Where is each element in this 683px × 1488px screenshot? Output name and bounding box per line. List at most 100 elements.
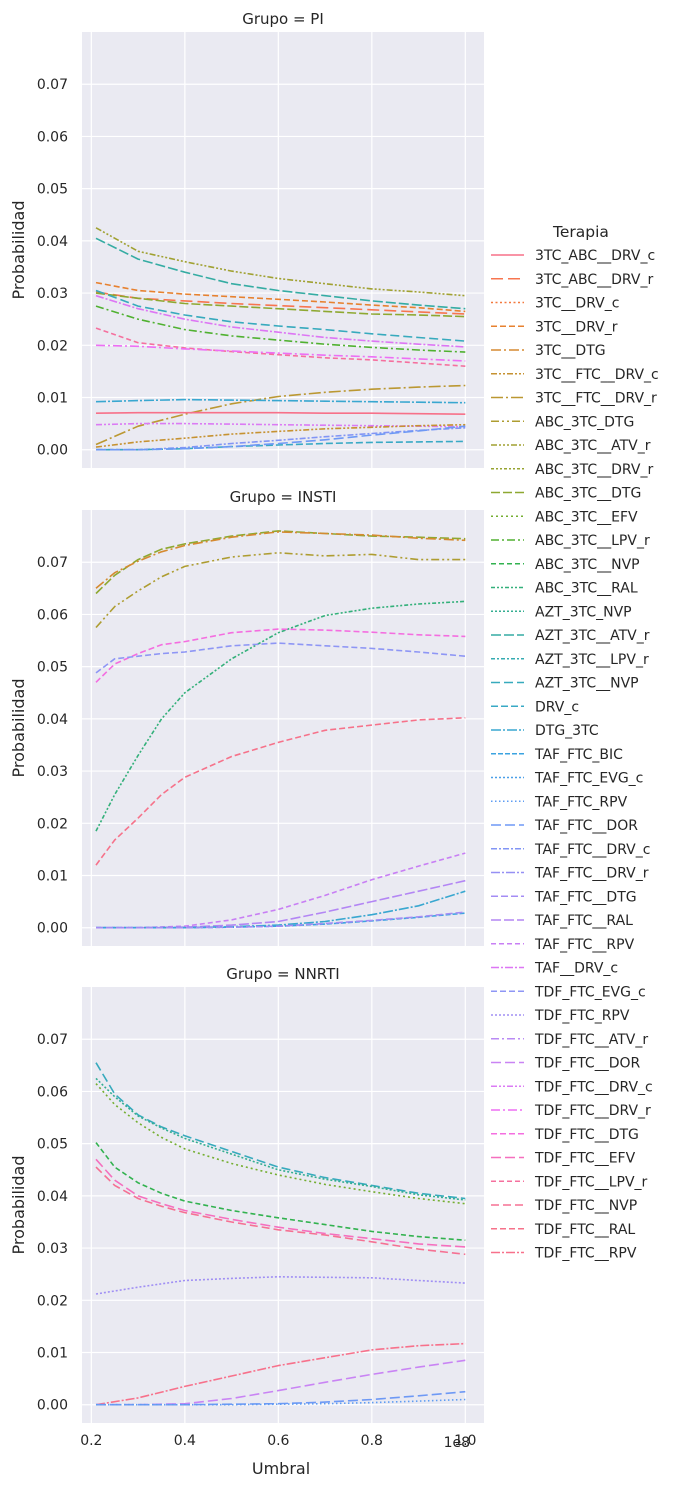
- y-tick-label: 0.05: [37, 660, 68, 676]
- legend-item: 3TC__DRV_r: [491, 319, 618, 335]
- legend-item: ABC_3TC__ATV_r: [491, 438, 651, 454]
- legend-item: TAF_FTC__DRV_c: [491, 842, 650, 858]
- series-line-abc-3tc-dtg: [95, 552, 466, 629]
- legend-label: TAF_FTC__RPV: [534, 937, 635, 953]
- y-axis-title: Probabilidad: [9, 679, 28, 778]
- legend-item: 3TC_ABC__DRV_c: [491, 248, 655, 264]
- y-tick-label: 0.02: [37, 338, 68, 354]
- legend-label: 3TC__DTG: [535, 343, 606, 359]
- legend: Terapia 3TC_ABC__DRV_c3TC_ABC__DRV_r3TC_…: [491, 223, 659, 1262]
- legend-item: ABC_3TC__NVP: [491, 557, 640, 573]
- x-tick-label: 0.4: [174, 1433, 196, 1449]
- panels-group: Grupo = PI 0.00 0.01 0.02 0.03 0.04 0.05 0.06 0.…: [9, 10, 484, 1449]
- y-tick-label: 0.04: [37, 1189, 68, 1205]
- legend-item: ABC_3TC__DRV_r: [491, 462, 653, 478]
- legend-item: TDF_FTC__DTG: [491, 1127, 639, 1143]
- legend-item: TDF_FTC__DRV_c: [491, 1079, 653, 1095]
- legend-label: AZT_3TC_NVP: [535, 604, 632, 620]
- y-tick-label: 0.03: [37, 286, 68, 302]
- plot-background: [82, 987, 484, 1423]
- y-axis-title: Probabilidad: [9, 201, 28, 300]
- series-line-azt-3tc-nvp: [95, 289, 466, 342]
- y-tick-label: 0.07: [37, 555, 68, 571]
- legend-label: 3TC_ABC__DRV_c: [535, 248, 655, 264]
- legend-label: TDF_FTC__RAL: [534, 1222, 635, 1238]
- x-tick-label: 0.8: [361, 1433, 383, 1449]
- legend-label: TDF_FTC_EVG_c: [534, 984, 646, 1000]
- legend-label: DRV_c: [535, 699, 579, 715]
- series-line-3tc-ftc-drv-r: [95, 384, 466, 446]
- series-line-tdf-ftc-drv-r: [95, 344, 466, 362]
- panel-2: Grupo = INSTI 0.00 0.01 0.02 0.03 0.04 0.05 0.0…: [9, 488, 484, 946]
- legend-label: AZT_3TC__LPV_r: [535, 652, 649, 668]
- legend-item: ABC_3TC__DTG: [491, 486, 641, 502]
- y-tick-label: 0.00: [37, 921, 68, 937]
- legend-item: TAF_FTC_BIC: [491, 747, 623, 763]
- legend-label: TAF_FTC_RPV: [534, 794, 628, 810]
- legend-item: TDF_FTC__NVP: [491, 1198, 637, 1214]
- legend-item: AZT_3TC_NVP: [491, 604, 632, 620]
- legend-item: TAF_FTC_RPV: [491, 794, 628, 810]
- legend-label: TDF_FTC__ATV_r: [534, 1032, 648, 1048]
- legend-label: TDF_FTC__DRV_c: [534, 1079, 653, 1095]
- legend-label: TAF_FTC__DRV_r: [534, 866, 649, 882]
- series-line-taf-drv-c: [95, 294, 466, 348]
- y-tick-label: 0.04: [37, 712, 68, 728]
- series-line-3tc-abc-drv-c: [95, 411, 466, 415]
- y-tick-label: 0.06: [37, 1084, 68, 1100]
- legend-label: AZT_3TC__ATV_r: [535, 628, 650, 644]
- legend-label: DTG_3TC: [535, 723, 599, 739]
- legend-label: ABC_3TC__ATV_r: [535, 438, 651, 454]
- series-line-taf-ftc-dor: [96, 1390, 466, 1406]
- legend-label: TDF_FTC__NVP: [534, 1198, 637, 1214]
- legend-item: ABC_3TC__RAL: [491, 581, 638, 597]
- series-line-tdf-ftc-rpv: [95, 1276, 466, 1295]
- x-axis-offset-label: 1e8: [444, 1435, 470, 1451]
- series-line-abc-3tc-nvp: [95, 1142, 466, 1241]
- legend-item: ABC_3TC__EFV: [491, 509, 638, 525]
- legend-label: TAF_FTC__DRV_c: [534, 842, 650, 858]
- series-line-tdf-ftc-ral: [95, 717, 466, 866]
- y-tick-label: 0.03: [37, 764, 68, 780]
- series-line-abc-3tc-ral: [95, 600, 466, 832]
- x-tick-label: 0.2: [80, 1433, 102, 1449]
- series-line-drv-c: [96, 440, 466, 451]
- series-line-azt-3tc-atv-r: [95, 237, 466, 310]
- legend-item: 3TC__DTG: [491, 343, 606, 359]
- series-line-tdf-ftc-nvp: [95, 1166, 466, 1256]
- legend-label: TAF_FTC_BIC: [534, 747, 623, 763]
- y-tick-label: 0.05: [37, 182, 68, 198]
- legend-item: DRV_c: [491, 699, 579, 715]
- legend-item: TDF_FTC_EVG_c: [491, 984, 646, 1000]
- y-tick-label: 0.07: [37, 77, 68, 93]
- y-tick-label: 0.00: [37, 1398, 68, 1414]
- series-line-abc-3tc-dtg: [95, 292, 466, 318]
- legend-label: 3TC__FTC__DRV_c: [535, 367, 659, 383]
- legend-title: Terapia: [552, 223, 609, 241]
- legend-item: TDF_FTC__DOR: [491, 1056, 640, 1072]
- y-tick-label: 0.02: [37, 1293, 68, 1309]
- legend-item: 3TC__FTC__DRV_c: [491, 367, 659, 383]
- legend-item: TAF_FTC__RPV: [491, 937, 635, 953]
- legend-item: TAF__DRV_c: [491, 961, 618, 977]
- series-line-tdf-ftc-rpv: [95, 1342, 466, 1406]
- legend-item: TAF_FTC__RAL: [491, 913, 633, 929]
- legend-item: 3TC__DRV_c: [491, 296, 619, 312]
- y-axis-title: Probabilidad: [9, 1156, 28, 1255]
- legend-item: DTG_3TC: [491, 723, 599, 739]
- legend-item: TDF_FTC__RAL: [491, 1222, 635, 1238]
- series-line-3tc-dtg: [95, 531, 466, 589]
- legend-item: TDF_FTC__RPV: [491, 1246, 637, 1262]
- y-tick-label: 0.07: [37, 1032, 68, 1048]
- y-tick-label: 0.03: [37, 1241, 68, 1257]
- series-line-3tc-abc-drv-r: [95, 291, 466, 315]
- series-line-3tc-ftc-drv-c: [95, 423, 466, 448]
- legend-label: TAF_FTC__RAL: [534, 913, 633, 929]
- series-line-dtg-3tc: [95, 398, 466, 404]
- legend-item: ABC_3TC__LPV_r: [491, 533, 650, 549]
- series-line-tdf-ftc-lpv-r: [95, 327, 466, 367]
- legend-label: 3TC__DRV_c: [535, 296, 619, 312]
- legend-label: 3TC__FTC__DRV_r: [535, 391, 657, 407]
- legend-label: ABC_3TC__NVP: [535, 557, 640, 573]
- legend-item: TDF_FTC__LPV_r: [491, 1174, 648, 1190]
